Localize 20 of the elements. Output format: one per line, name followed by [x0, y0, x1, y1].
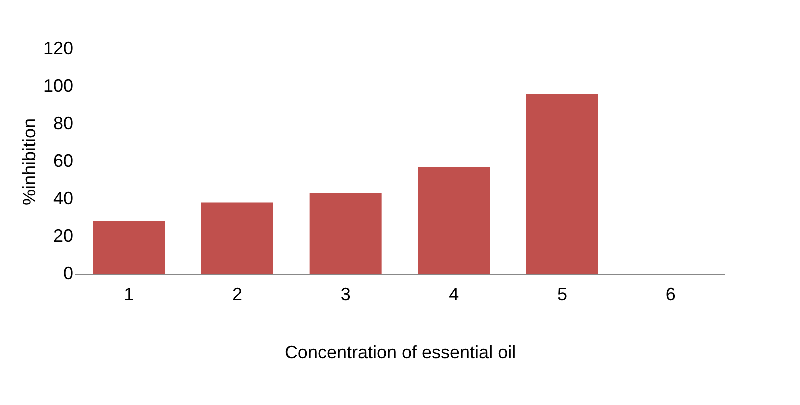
y-tick-label: 20 [53, 226, 74, 246]
bar [418, 167, 490, 274]
x-tick-label: 1 [124, 284, 134, 304]
x-tick-label: 2 [232, 284, 243, 304]
bar [310, 193, 382, 274]
y-tick-label: 40 [53, 188, 74, 208]
x-tick-label: 3 [340, 284, 351, 304]
x-axis-title: Concentration of essential oil [284, 342, 516, 362]
y-tick-label: 100 [43, 76, 74, 96]
bar [93, 222, 166, 274]
y-tick-label: 120 [43, 38, 74, 58]
x-tick-label: 6 [666, 284, 676, 304]
y-tick-label: 60 [53, 151, 74, 171]
x-tick-label: 4 [449, 284, 460, 304]
y-tick-label: 0 [63, 264, 74, 284]
x-tick-label: 5 [557, 284, 568, 304]
bar [526, 94, 598, 274]
bar [202, 202, 274, 274]
y-tick-label: 80 [53, 114, 74, 134]
y-axis-title: %inhibition [19, 118, 40, 206]
